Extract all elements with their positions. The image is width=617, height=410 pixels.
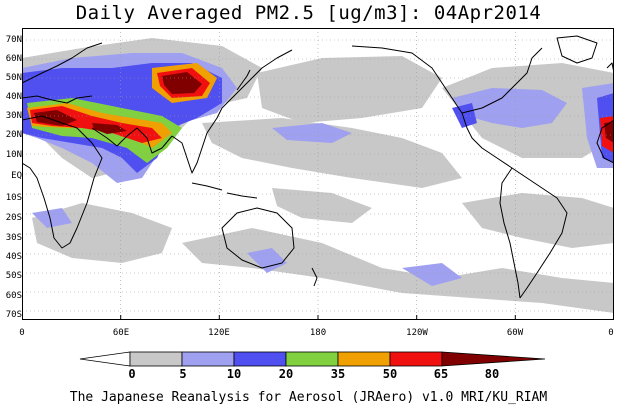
footer-credit: The Japanese Reanalysis for Aerosol (JRA… xyxy=(69,390,548,405)
lat-label: 70N xyxy=(5,35,22,45)
colorbar-label: 0 xyxy=(128,367,136,381)
lat-label: 20S xyxy=(5,213,22,223)
lon-label: 120W xyxy=(406,328,428,338)
colorbar-label: 20 xyxy=(278,367,294,381)
colorbar-label: 80 xyxy=(484,367,500,381)
colorbar-segment xyxy=(129,351,183,367)
colorbar-label: 5 xyxy=(179,367,187,381)
colorbar-segment xyxy=(233,351,287,367)
lat-label: 50S xyxy=(5,271,22,281)
colorbar-segment xyxy=(79,351,131,367)
map-grid xyxy=(22,28,614,320)
lon-label: 60E xyxy=(112,328,130,338)
colorbar-segment xyxy=(337,351,391,367)
colorbar xyxy=(79,351,546,367)
colorbar-label: 50 xyxy=(382,367,398,381)
lat-label: 30S xyxy=(5,233,22,243)
colorbar-segment xyxy=(389,351,443,367)
lat-label: 60S xyxy=(5,291,22,301)
lat-label: 40N xyxy=(5,92,22,102)
lat-label: 10S xyxy=(5,193,22,203)
colorbar-segment xyxy=(285,351,339,367)
lat-label: 60N xyxy=(5,54,22,64)
lat-label: EQ xyxy=(11,171,22,181)
lon-label: 0 xyxy=(19,328,25,338)
lat-label: 30N xyxy=(5,111,22,121)
page-title: Daily Averaged PM2.5 [ug/m3]: 04Apr2014 xyxy=(75,2,542,24)
colorbar-label: 10 xyxy=(226,367,242,381)
lon-label: 180 xyxy=(309,328,327,338)
lat-label: 10N xyxy=(5,150,22,160)
colorbar-segment xyxy=(181,351,235,367)
lat-label: 40S xyxy=(5,252,22,262)
pm25-shading xyxy=(22,38,614,313)
pm25-map xyxy=(22,28,614,320)
lat-label: 50N xyxy=(5,73,22,83)
lat-label: 20N xyxy=(5,130,22,140)
colorbar-label: 35 xyxy=(330,367,346,381)
coastlines xyxy=(22,35,614,299)
lon-label: 120E xyxy=(208,328,230,338)
colorbar-label: 65 xyxy=(433,367,449,381)
lon-label: 0 xyxy=(608,328,614,338)
colorbar-segment xyxy=(441,351,546,367)
lat-label: 70S xyxy=(5,310,22,320)
map-ticks xyxy=(120,315,516,320)
lon-label: 60W xyxy=(506,328,524,338)
